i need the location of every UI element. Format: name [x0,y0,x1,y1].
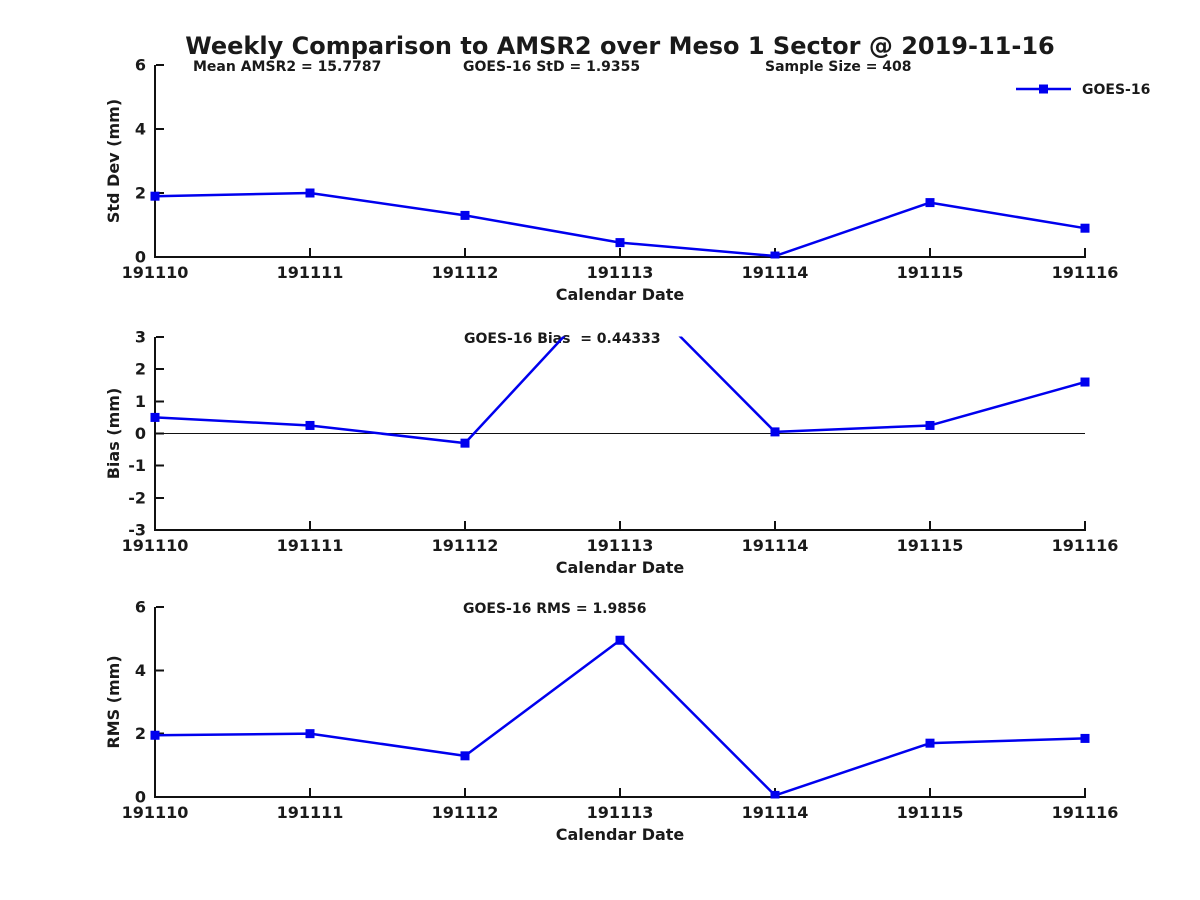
legend-label: GOES-16 [1082,82,1150,98]
chart-bias: -3 -2 -1 0 1 2 3 191110 191111 191112 191113 191114… [104,328,1119,578]
legend: GOES-16 [1016,82,1150,98]
x-tick-label: 191113 [587,536,654,555]
x-tick-label: 191113 [587,263,654,282]
x-tick-label: 191116 [1052,536,1119,555]
x-tick-label: 191110 [122,536,189,555]
series-goes-16 [150,336,1090,448]
x-tick-label: 191115 [897,803,964,822]
x-tick-label: 191112 [432,263,499,282]
y-tick-label: -3 [128,521,146,540]
data-point-marker [305,188,315,198]
x-tick-label: 191112 [432,536,499,555]
x-tick-label: 191111 [277,803,344,822]
series-line [154,639,1086,797]
data-point-marker [1080,223,1090,233]
y-tick-label: 0 [135,788,146,807]
y-tick-label: -2 [128,488,146,507]
x-tick-label: 191113 [587,803,654,822]
x-tick-label: 191116 [1052,263,1119,282]
data-point-marker [150,191,160,201]
annotation: GOES-16 StD = 1.9355 [463,59,640,75]
x-tick-label: 191114 [742,536,809,555]
data-point-marker [925,420,935,430]
data-point-marker [770,790,780,799]
series-goes-16 [150,188,1090,259]
y-tick-label: 0 [135,424,146,443]
data-point-marker [615,238,625,248]
y-tick-label: 0 [135,248,146,267]
data-point-marker [615,635,625,645]
y-tick-label: 3 [135,328,146,347]
figure-title: Weekly Comparison to AMSR2 over Meso 1 S… [185,32,1054,60]
legend-marker-icon [1039,84,1048,94]
y-axis-title: Std Dev (mm) [104,99,123,223]
y-tick-label: 4 [135,120,146,139]
x-tick-label: 191112 [432,803,499,822]
x-tick-label: 191111 [277,536,344,555]
chart-std-dev: 0 2 4 6 191110 191111 191112 191113 191114 191115… [104,56,1118,305]
y-tick-label: 2 [135,360,146,379]
data-point-marker [1080,377,1090,387]
x-tick-label: 191114 [742,263,809,282]
data-point-marker [460,210,470,220]
data-point-marker [460,438,470,448]
x-tick-label: 191114 [742,803,809,822]
x-axis-title: Calendar Date [556,285,685,304]
y-tick-label: 2 [135,184,146,203]
data-point-marker [925,198,935,208]
data-point-marker [305,729,315,739]
y-tick-label: 4 [135,661,146,680]
x-axis-title: Calendar Date [556,825,685,844]
x-tick-label: 191115 [897,536,964,555]
y-tick-label: 2 [135,724,146,743]
data-point-marker [925,738,935,748]
x-axis-title: Calendar Date [556,558,685,577]
y-tick-label: -1 [128,456,146,475]
y-tick-label: 6 [135,598,146,617]
series-goes-16 [150,635,1090,799]
x-tick-label: 191110 [122,803,189,822]
annotation: Mean AMSR2 = 15.7787 [193,59,381,75]
y-axis-title: RMS (mm) [104,655,123,748]
annotation: GOES-16 RMS = 1.9856 [463,601,647,617]
y-tick-label: 1 [135,392,146,411]
data-point-marker [150,412,160,422]
subplots: 0 2 4 6 191110 191111 191112 191113 191114 191115… [104,56,1118,845]
y-axis-title: Bias (mm) [104,388,123,480]
data-point-marker [770,251,780,259]
x-tick-label: 191115 [897,263,964,282]
annotation: Sample Size = 408 [765,59,912,75]
data-point-marker [1080,733,1090,743]
x-tick-label: 191110 [122,263,189,282]
data-point-marker [305,420,315,430]
x-tick-label: 191116 [1052,803,1119,822]
data-point-marker [770,427,780,437]
data-point-marker [150,730,160,740]
data-point-marker [460,751,470,761]
y-tick-label: 6 [135,56,146,75]
x-tick-label: 191111 [277,263,344,282]
chart-rms: 0 2 4 6 191110 191111 191112 191113 191114 191115… [104,598,1118,845]
